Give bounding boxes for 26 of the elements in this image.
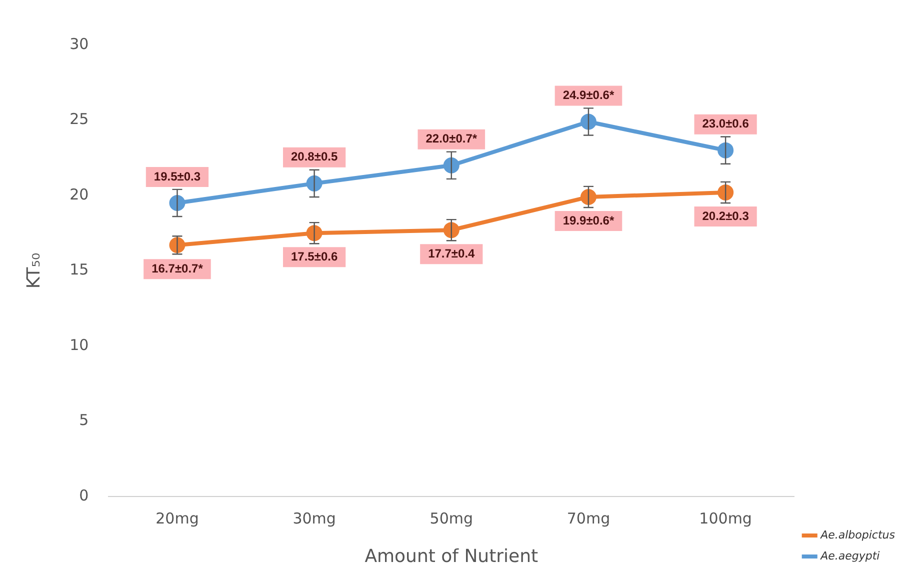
data-label: 17.5±0.6	[291, 249, 338, 264]
data-label: 19.5±0.3	[154, 169, 201, 184]
y-tick-label: 30	[70, 34, 89, 53]
legend-label: Ae.aegypti	[820, 549, 880, 562]
x-tick-label: 30mg	[292, 509, 336, 528]
y-tick-label: 10	[70, 336, 89, 354]
x-tick-label: 20mg	[156, 509, 199, 528]
data-label: 22.0±0.7*	[426, 132, 478, 146]
y-tick-label: 25	[70, 110, 89, 128]
y-axis-title: KT₅₀	[23, 252, 44, 289]
data-label: 17.7±0.4	[428, 246, 476, 260]
data-label: 19.9±0.6*	[562, 213, 614, 228]
y-tick-label: 15	[70, 260, 89, 279]
data-label: 20.8±0.5	[291, 150, 338, 164]
legend-label: Ae.albopictus	[820, 528, 896, 542]
x-tick-label: 50mg	[430, 509, 474, 528]
data-label: 23.0±0.6	[702, 116, 750, 131]
x-axis-title: Amount of Nutrient	[364, 546, 538, 567]
y-tick-label: 0	[79, 486, 89, 504]
data-label: 16.7±0.7*	[152, 261, 204, 276]
data-label: 24.9±0.6*	[562, 88, 614, 102]
data-label: 20.2±0.3	[702, 208, 750, 223]
y-tick-label: 20	[70, 185, 89, 204]
y-tick-label: 5	[79, 411, 89, 430]
x-tick-label: 100mg	[699, 509, 752, 528]
x-tick-label: 70mg	[566, 509, 610, 528]
